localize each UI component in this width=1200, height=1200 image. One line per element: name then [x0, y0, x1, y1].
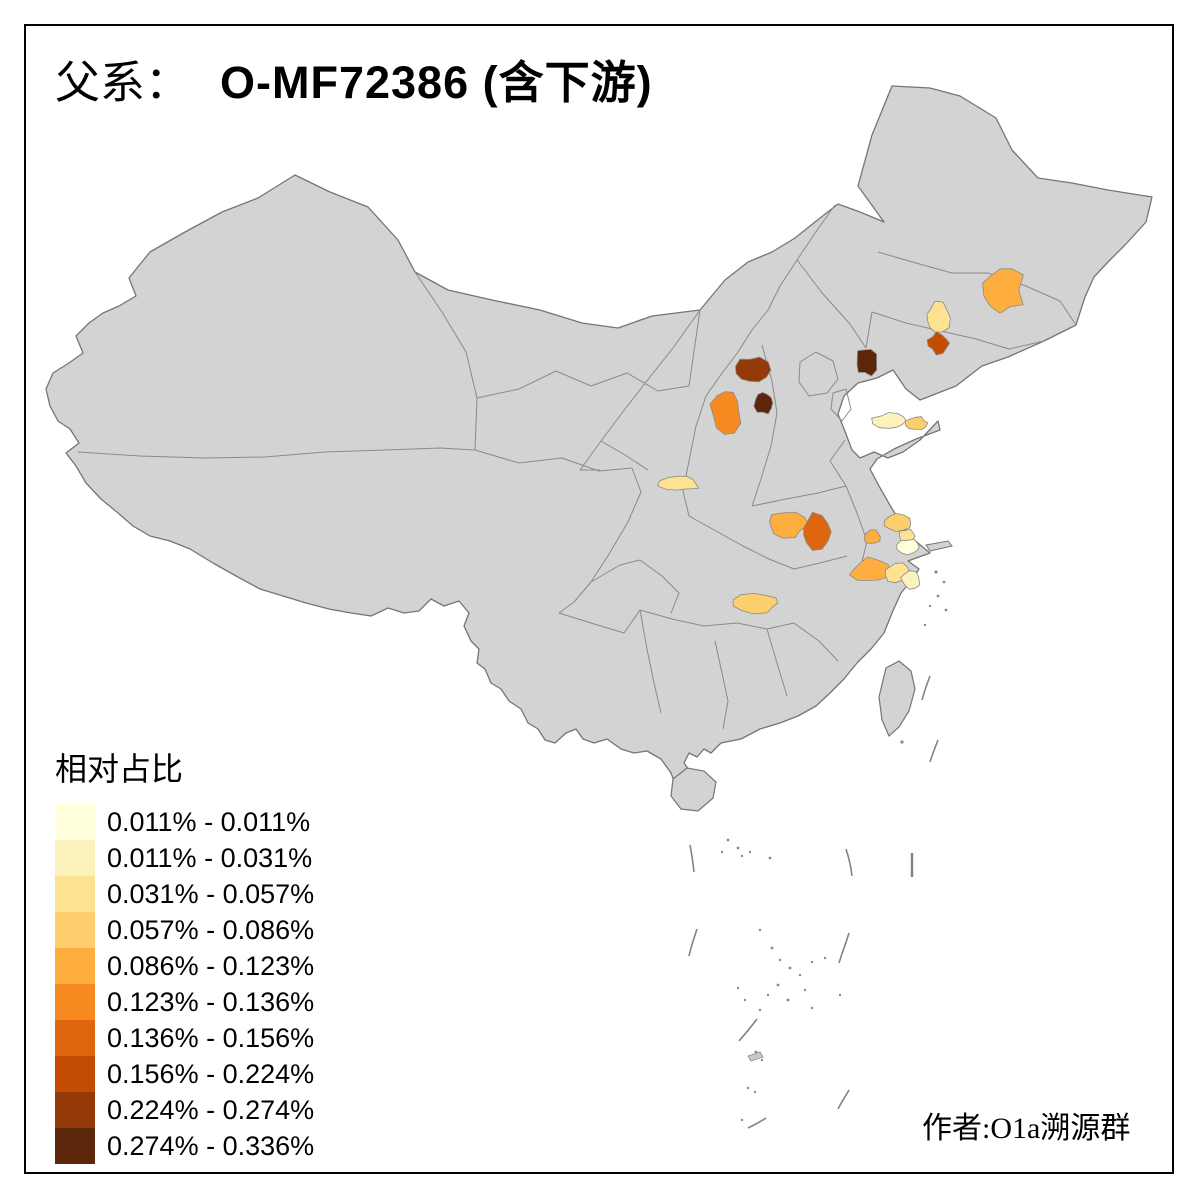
title-main: O-MF72386 (含下游)	[220, 57, 653, 108]
page-title: 父系： O-MF72386 (含下游)	[55, 58, 653, 109]
legend-swatch	[55, 1092, 95, 1128]
region-anhui-north	[863, 529, 881, 544]
region-jilin-central	[982, 268, 1024, 314]
region-jiangsu-taihu	[896, 538, 920, 556]
legend-swatch	[55, 1128, 95, 1164]
region-shandong-peninsula	[871, 412, 907, 429]
region-hebei-northwest	[735, 356, 772, 383]
region-hebei-west	[753, 391, 774, 415]
nine-dash-line	[688, 675, 939, 1129]
legend-swatch	[55, 804, 95, 840]
legend-label: 0.057% - 0.086%	[107, 914, 315, 945]
region-liaoning-central	[926, 331, 951, 356]
legend-label: 0.086% - 0.123%	[107, 950, 315, 981]
legend-row: 0.057% - 0.086%	[55, 912, 314, 948]
legend-row: 0.156% - 0.224%	[55, 1056, 314, 1092]
legend-row: 0.123% - 0.136%	[55, 984, 314, 1020]
title-prefix: 父系：	[55, 58, 191, 108]
province-borders	[77, 204, 1077, 730]
highlighted-regions	[656, 268, 1024, 615]
legend-swatch	[55, 876, 95, 912]
legend-swatch	[55, 1056, 95, 1092]
legend-row: 0.011% - 0.011%	[55, 804, 314, 840]
region-jiangsu-central	[883, 512, 912, 533]
legend-row: 0.274% - 0.336%	[55, 1128, 314, 1164]
legend-label: 0.123% - 0.136%	[107, 986, 315, 1017]
legend-row: 0.031% - 0.057%	[55, 876, 314, 912]
region-anhui-southeast	[848, 556, 889, 581]
region-liaoning-north	[926, 300, 951, 333]
legend-swatch	[55, 948, 95, 984]
legend-title: 相对占比	[55, 751, 184, 787]
legend-row: 0.011% - 0.031%	[55, 840, 314, 876]
legend-label: 0.224% - 0.274%	[107, 1094, 315, 1125]
region-zhejiang-northeast	[900, 570, 921, 590]
legend-row: 0.224% - 0.274%	[55, 1092, 314, 1128]
chongming-island	[925, 540, 953, 552]
legend-swatch	[55, 984, 95, 1020]
legend-row: 0.086% - 0.123%	[55, 948, 314, 984]
region-shanxi-south	[656, 475, 700, 491]
legend-swatch	[55, 1020, 95, 1056]
small-islets	[720, 570, 948, 1122]
region-liaoning-west-coast	[856, 348, 878, 377]
hainan-island	[670, 767, 717, 812]
legend-label: 0.156% - 0.224%	[107, 1058, 315, 1089]
legend-label: 0.274% - 0.336%	[107, 1130, 315, 1161]
legend-row: 0.136% - 0.156%	[55, 1020, 314, 1056]
legend-swatch	[55, 912, 95, 948]
region-henan-east	[803, 511, 832, 551]
attribution: 作者:O1a溯源群	[922, 1112, 1131, 1145]
region-henan-north	[769, 511, 810, 539]
legend-rows: 0.011% - 0.011% 0.011% - 0.031% 0.031% - 0…	[55, 804, 314, 1164]
region-shanxi-north	[709, 391, 742, 435]
taiwan-island	[878, 660, 916, 738]
legend-label: 0.011% - 0.011%	[107, 806, 311, 837]
legend-label: 0.011% - 0.031%	[107, 842, 313, 873]
legend-swatch	[55, 840, 95, 876]
legend: 相对占比 0.011% - 0.011% 0.011% - 0.031% 0.031…	[55, 744, 314, 1164]
region-shandong-east-tip	[904, 416, 929, 430]
legend-label: 0.136% - 0.156%	[107, 1022, 315, 1053]
region-hubei-east	[732, 592, 779, 615]
mainland-shape	[45, 85, 1153, 812]
legend-label: 0.031% - 0.057%	[107, 878, 315, 909]
